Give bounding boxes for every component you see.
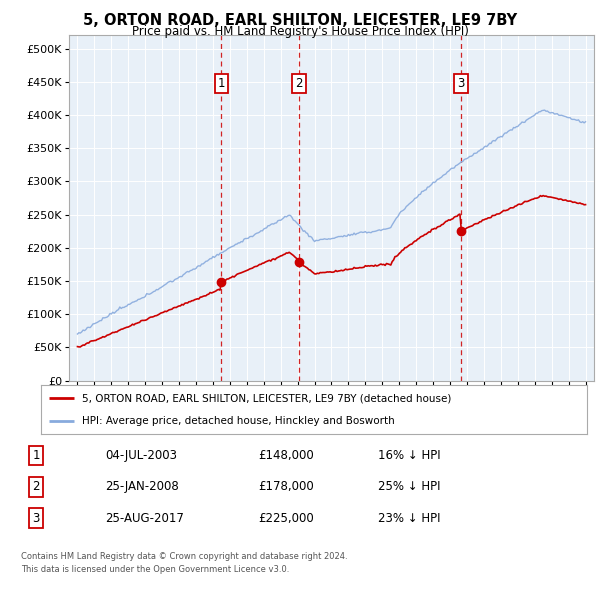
Text: 3: 3 [457, 77, 465, 90]
Text: 1: 1 [218, 77, 225, 90]
Text: 5, ORTON ROAD, EARL SHILTON, LEICESTER, LE9 7BY (detached house): 5, ORTON ROAD, EARL SHILTON, LEICESTER, … [82, 394, 451, 404]
Text: 25-AUG-2017: 25-AUG-2017 [105, 512, 184, 525]
Text: £148,000: £148,000 [258, 449, 314, 462]
Text: This data is licensed under the Open Government Licence v3.0.: This data is licensed under the Open Gov… [21, 565, 289, 573]
Text: HPI: Average price, detached house, Hinckley and Bosworth: HPI: Average price, detached house, Hinc… [82, 415, 395, 425]
Text: 3: 3 [32, 512, 40, 525]
Text: 5, ORTON ROAD, EARL SHILTON, LEICESTER, LE9 7BY: 5, ORTON ROAD, EARL SHILTON, LEICESTER, … [83, 13, 517, 28]
Text: £178,000: £178,000 [258, 480, 314, 493]
Text: £225,000: £225,000 [258, 512, 314, 525]
Text: 23% ↓ HPI: 23% ↓ HPI [378, 512, 440, 525]
Text: 1: 1 [32, 449, 40, 462]
Text: 25-JAN-2008: 25-JAN-2008 [105, 480, 179, 493]
Text: 2: 2 [32, 480, 40, 493]
Text: 25% ↓ HPI: 25% ↓ HPI [378, 480, 440, 493]
Text: Price paid vs. HM Land Registry's House Price Index (HPI): Price paid vs. HM Land Registry's House … [131, 25, 469, 38]
Text: 16% ↓ HPI: 16% ↓ HPI [378, 449, 440, 462]
Text: 04-JUL-2003: 04-JUL-2003 [105, 449, 177, 462]
Text: 2: 2 [295, 77, 303, 90]
Text: Contains HM Land Registry data © Crown copyright and database right 2024.: Contains HM Land Registry data © Crown c… [21, 552, 347, 560]
